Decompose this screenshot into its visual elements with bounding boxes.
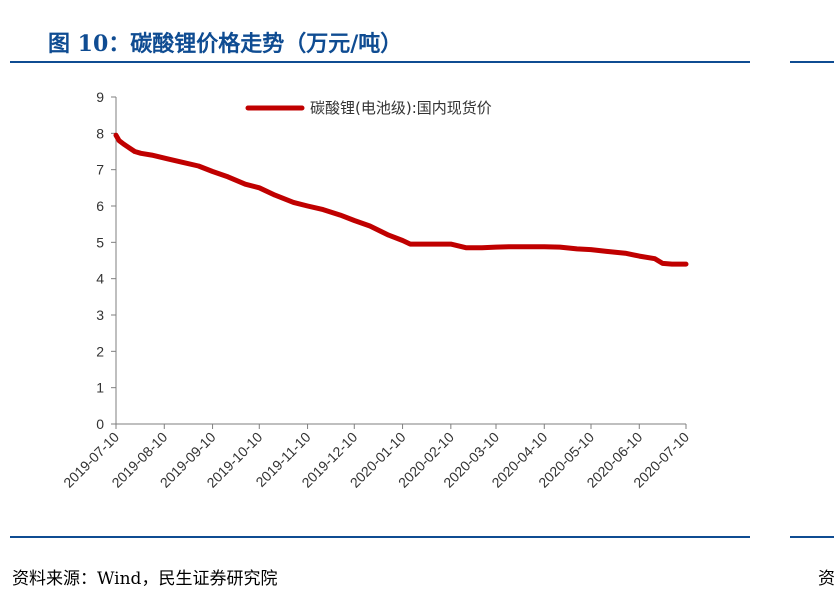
- y-tick-label: 7: [96, 162, 104, 178]
- figure-title: 图 10：碳酸锂价格走势（万元/吨）: [48, 31, 403, 57]
- y-tick-label: 4: [96, 271, 104, 287]
- chart-axes: [115, 97, 686, 425]
- x-axis-ticks: 2019-07-102019-08-102019-09-102019-10-10…: [60, 424, 692, 491]
- y-tick-label: 9: [96, 89, 104, 105]
- y-tick-label: 5: [96, 234, 104, 250]
- y-tick-label: 6: [96, 198, 104, 214]
- title-rule: [10, 61, 750, 63]
- chart-legend: 碳酸锂(电池级):国内现货价: [245, 99, 492, 117]
- y-tick-label: 1: [96, 380, 104, 396]
- y-tick-label: 8: [96, 125, 104, 141]
- footer-rule: [10, 536, 750, 538]
- y-tick-label: 0: [96, 416, 104, 432]
- y-tick-label: 3: [96, 307, 104, 323]
- footer-rule-right-fragment: [790, 536, 834, 538]
- title-rule-right-fragment: [790, 61, 834, 63]
- y-tick-label: 2: [96, 343, 104, 359]
- line-chart: 0 1 2 3 4 5 6 7 8 9 2019-07-102019-08-102019-09-1…: [60, 89, 692, 491]
- source-note-right-fragment: 资: [818, 569, 834, 589]
- legend-label: 碳酸锂(电池级):国内现货价: [310, 99, 492, 117]
- y-axis-ticks: 0 1 2 3 4 5 6 7 8 9: [96, 89, 116, 432]
- series-line: [113, 132, 689, 267]
- source-note: 资料来源：Wind，民生证券研究院: [12, 569, 278, 589]
- chart-series: [113, 132, 689, 267]
